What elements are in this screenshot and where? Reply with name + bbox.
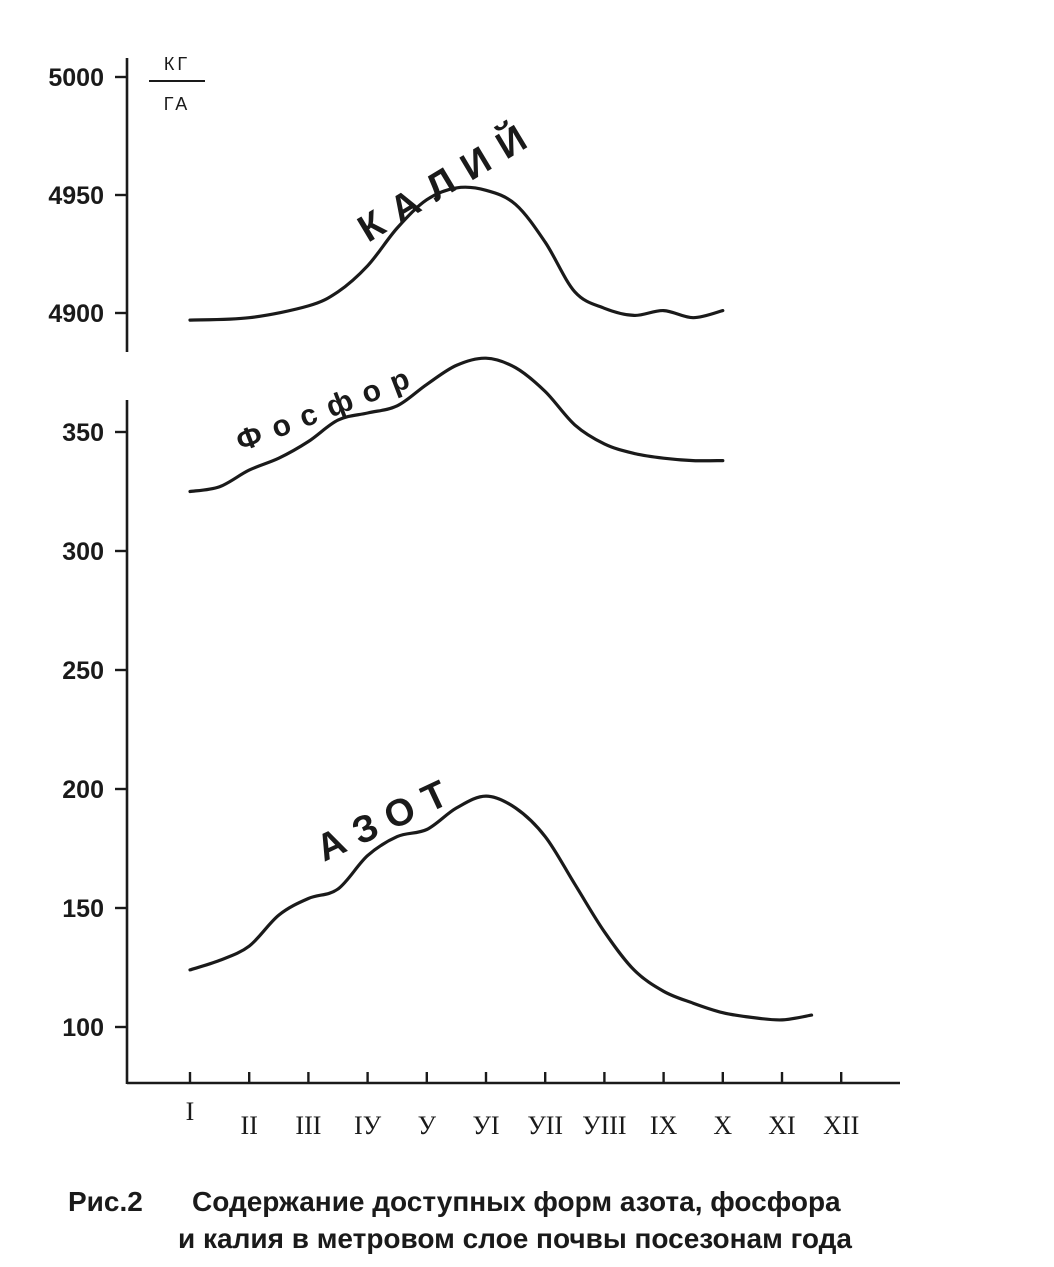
caption-text-1: Содержание доступных форм азота, фосфора: [192, 1186, 841, 1217]
x-tick-label: III: [295, 1111, 321, 1140]
y-ticks: 5000 4950 4900 350 300 250 200 150 100: [48, 64, 127, 1042]
series-curve-phosphorus: [188, 356, 725, 494]
x-tick-label: II: [241, 1111, 258, 1140]
x-tick-label: IУ: [354, 1111, 382, 1140]
y-tick-label: 200: [62, 776, 104, 804]
y-tick-label: 150: [62, 895, 104, 923]
x-tick-label: XII: [823, 1111, 859, 1140]
y-tick-label: 5000: [48, 64, 104, 92]
y-tick-label: 300: [62, 538, 104, 566]
unit-denominator: ГА: [164, 94, 191, 114]
x-tick-label: I: [186, 1097, 195, 1126]
unit-numerator: КГ: [164, 54, 190, 74]
x-tick-label: У: [418, 1111, 437, 1140]
series-label-phosphorus: Фосфор: [232, 358, 426, 459]
y-tick-label: 4900: [48, 300, 104, 328]
y-tick-label: 250: [62, 657, 104, 685]
axes: [125, 58, 900, 1085]
caption-text-2: и калия в метровом слое почвы посезонам …: [178, 1223, 852, 1254]
series-curve-potassium: [188, 185, 725, 322]
series-curve-nitrogen: [188, 794, 814, 1022]
caption-prefix: Рис.2: [68, 1186, 143, 1217]
x-tick-label: XI: [768, 1111, 795, 1140]
y-tick-label: 4950: [48, 182, 104, 210]
x-tick-label: IX: [650, 1111, 678, 1140]
series-label-potassium: КАЛИЙ: [349, 108, 546, 251]
x-ticks: I II III IУ У УI УII УIII IX X XI XII: [186, 1072, 859, 1140]
x-tick-label: X: [713, 1111, 732, 1140]
series-labels: КАЛИЙ Фосфор АЗОТ: [232, 108, 546, 870]
unit-label: КГ ГА: [149, 54, 205, 114]
y-tick-label: 100: [62, 1014, 104, 1042]
x-tick-label: УI: [472, 1111, 499, 1140]
series-curves: [188, 185, 814, 1022]
x-tick-label: УIII: [582, 1111, 626, 1140]
y-tick-label: 350: [62, 419, 104, 447]
x-tick-label: УII: [527, 1111, 563, 1140]
